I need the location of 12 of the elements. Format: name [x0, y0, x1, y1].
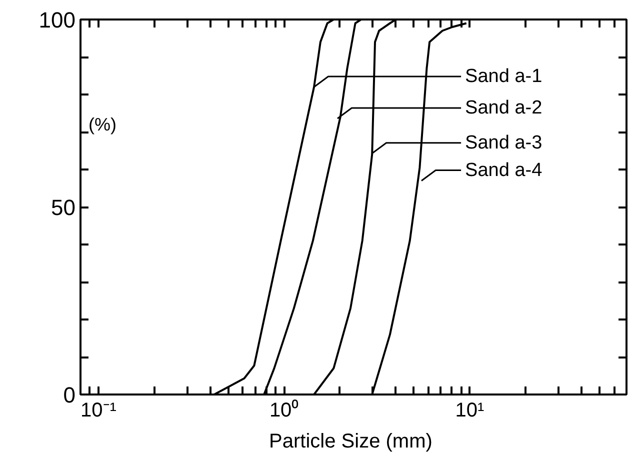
x-tick-label: 10¹	[455, 400, 484, 422]
y-tick-label: 50	[51, 195, 76, 220]
annotation: Sand a-4	[465, 160, 543, 181]
x-tick-label: 10⁰	[269, 398, 299, 422]
annotation: Sand a-1	[465, 66, 542, 87]
y-axis-title: (%)	[88, 114, 116, 134]
y-tick-label: 100	[38, 8, 76, 32]
annotation: Sand a-3	[465, 132, 542, 154]
annotation: Sand a-2	[465, 98, 542, 118]
x-tick-label: 10⁻¹	[80, 400, 117, 422]
x-axis-title: Particle Size (mm)	[269, 430, 432, 452]
y-tick-label: 0	[63, 382, 76, 408]
